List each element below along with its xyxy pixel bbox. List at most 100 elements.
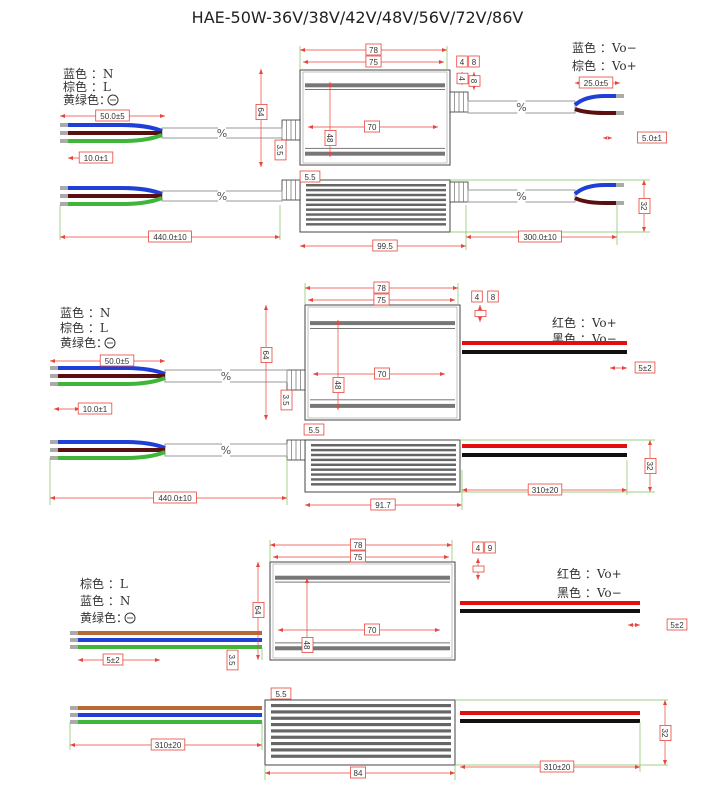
dimension-value: 310±20 [544,763,571,772]
dimension-label-box [364,623,380,636]
housing-fin [311,444,456,447]
dimension-value: 50.0±5 [100,112,125,121]
dimension-value: 5±2 [638,364,652,373]
cable-gland [281,119,301,141]
housing-fin [271,742,451,746]
wire [58,450,166,460]
dimension-value: 70 [368,626,377,635]
cable-gland [286,439,306,461]
wire-tip [60,139,68,143]
dim-length-70: 70 [374,367,390,380]
dim-input-length: 310±20 [150,738,186,751]
cable-break [218,127,226,139]
housing-inner-outline [272,563,453,659]
wire-tip [616,94,624,98]
housing-fin [306,203,446,206]
cable-break-symbol: % [217,190,227,203]
dim-height-48: 48 [301,637,314,653]
dim-4-label: 4 [456,55,468,68]
wire-tip [616,183,624,187]
dimension-label-box [472,541,484,554]
wire [573,94,616,107]
dim-height-32: 32 [644,458,657,474]
housing-inner-outline [307,306,458,419]
dimension-value: 5.0±1 [642,134,663,143]
cable-gland [286,369,306,391]
dim-8-label: 8 [487,290,499,303]
dim-width-78: 78 [365,43,382,56]
wire-tip [70,645,78,649]
dimension-label-box [226,649,239,671]
dimension-label-box [456,72,469,85]
legend-input-1-2: 黄绿色： [63,92,111,107]
dimension-value: 78 [377,284,386,293]
dim-8: 8 [468,75,481,87]
wire [68,123,163,133]
housing-fin [306,184,446,187]
dimension-value: 310±20 [532,486,559,495]
wire-tip [50,382,58,386]
dimension-label-box [148,230,192,243]
housing-fin [311,458,456,462]
dimension-value: 64 [253,606,262,615]
dim-strip-25: 25.0±5 [578,76,614,89]
housing-fin [271,735,451,739]
dim-output-length: 300.0±10 [518,230,562,243]
housing-fin [310,403,455,408]
dimension-value: 3.5 [227,654,236,666]
dimension-value: 5.5 [275,690,287,699]
dimension-value: 75 [377,296,386,305]
cable-gland [449,91,469,113]
dimension-value: 5±2 [670,621,684,630]
dim-height-32: 32 [638,198,651,214]
arrowheads [478,305,482,322]
cable-break-symbol: % [221,370,231,383]
dimension-label-box [255,104,268,120]
dimension-label-box [638,198,651,214]
dimension-label-box [102,653,124,666]
earth-ground-icon [124,612,136,624]
housing-fin [306,223,446,226]
dimension-label-box [539,760,575,773]
dimension-value: 32 [645,462,654,471]
dimension-label-box [372,239,398,252]
housing-fin [310,399,455,401]
dimension-value: 32 [639,202,648,211]
housing-fin [306,218,446,221]
wire-tip [50,456,58,460]
dimension-label-box [527,483,563,496]
dim-height-64: 64 [260,347,273,363]
dimension-label-box [659,725,672,741]
dimension-value: 75 [369,58,378,67]
dim-height-48: 48 [324,130,337,146]
legend-input-1-0: 蓝色 ：N [63,67,113,81]
dim-5-5: 5.5 [270,687,292,700]
wire-tip [616,111,624,115]
wire-tip [616,201,624,205]
cable-gland [449,181,469,203]
dim-body-length: 99.5 [372,239,398,252]
housing-fin [310,321,455,326]
dimension-value: 8 [472,58,477,67]
housing-fin [311,478,456,481]
legend-output-1-1: 棕色 ：Vo+ [572,58,637,73]
dim-length-70: 70 [364,623,380,636]
dim-tip-5: 5±2 [634,361,656,374]
cable-break [517,100,526,114]
legend-output-1-0: 蓝色 ：Vo− [572,41,637,55]
housing-fin [271,754,451,758]
dimension-label-box [301,637,314,653]
dimension-value: 10.0±1 [83,405,108,414]
cable-break-symbol: % [516,190,526,203]
housing-fin [306,198,446,202]
dimension-value: 3.5 [281,394,290,406]
dim-strip-50: 50.0±5 [95,109,130,122]
legend-output-2-0: 红色 ：Vo+ [552,315,617,330]
dimension-label-box [78,151,114,164]
dimension-label-box [644,458,657,474]
dimension-label-box [373,281,390,294]
dimension-value: 10.0±1 [84,154,109,163]
dimension-value: 25.0±5 [584,79,609,88]
dim-body-length: 84 [350,766,366,779]
housing-fin [306,208,446,211]
